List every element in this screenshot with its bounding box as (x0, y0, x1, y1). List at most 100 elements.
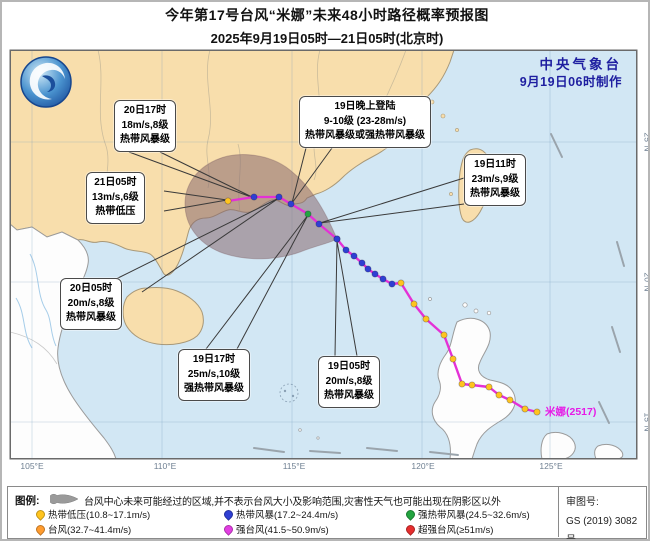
river (15, 297, 33, 349)
callout-time: 20日05时 (69, 283, 113, 294)
track-point (371, 270, 379, 278)
typhoon-track (224, 193, 541, 416)
indochina-land (11, 224, 117, 458)
track-point (350, 252, 358, 260)
callout-category: 热带风暴级 (66, 312, 116, 323)
td-dot-icon (34, 508, 47, 521)
legend-divider (558, 487, 559, 537)
track-point (449, 355, 457, 363)
legend-item-superty: 超强台风(≥51m/s) (404, 523, 493, 537)
callout-category: 热带风暴级 (324, 390, 374, 401)
track-point (342, 246, 350, 254)
track-point (224, 197, 232, 205)
legend-item-sty: 强台风(41.5~50.9m/s) (222, 523, 329, 537)
legend-item-td: 热带低压(10.8~17.1m/s) (34, 508, 150, 522)
track-point (304, 210, 312, 218)
review-label: 审图号: (566, 497, 599, 508)
track-point (333, 235, 341, 243)
callout-time: 21日05时 (94, 177, 137, 188)
callout-time: 19日11时 (474, 159, 516, 170)
callout-wind: 25m/s,10级 (187, 368, 241, 380)
track-point (458, 380, 466, 388)
storm-name-label: 米娜(2517) (545, 406, 597, 418)
track-point (495, 391, 503, 399)
map-border (9, 49, 638, 460)
callout-time: 19日晚上登陆 (334, 101, 396, 112)
legend-item-ty: 台风(32.7~41.4m/s) (34, 523, 131, 537)
hainan-island (122, 286, 204, 346)
title-block: 今年第17号台风“米娜”未来48小时路径概率预报图 2025年9月19日05时—… (2, 5, 648, 47)
map-review-number: 审图号: GS (2019) 3082号 (566, 493, 646, 541)
dash-line-boundary (253, 133, 625, 456)
babuyan-islets (298, 297, 492, 440)
callout-19d11h: 19日11时 23m/s,9级 热带风暴级 (464, 154, 526, 206)
callout-21d05h: 21日05时 13m/s,6级 热带低压 (86, 172, 145, 224)
lon-tick: 125°E (539, 461, 563, 471)
track-point (410, 300, 418, 308)
philippine-islet (594, 443, 624, 458)
track-point (533, 408, 541, 416)
callout-20d05h: 20日05时 20m/s,8级 热带风暴级 (60, 278, 122, 330)
superty-dot-icon (404, 523, 417, 536)
track-point (379, 275, 387, 283)
callout-wind: 23m/s,9级 (471, 173, 519, 185)
paracel-islands (279, 383, 299, 403)
lat-tick: 20°N (642, 272, 650, 292)
legend-item-ts: 热带风暴(17.2~24.4m/s) (222, 508, 338, 522)
callout-20d17h: 20日17时 18m/s,8级 热带风暴级 (114, 100, 176, 152)
track-point (358, 259, 366, 267)
lat-tick: 15°N (642, 412, 650, 432)
track-point (287, 200, 295, 208)
callout-wind: 13m/s,6级 (92, 191, 139, 203)
callout-landfall: 19日晚上登陆 9-10级 (23-28m/s) 热带风暴级或强热带风暴级 (299, 96, 431, 148)
callout-wind: 9-10级 (23-28m/s) (323, 115, 407, 127)
callout-category: 热带低压 (95, 206, 136, 217)
agency-stamp: 中央气象台 9月19日06时制作 (520, 56, 622, 91)
track-point (315, 220, 323, 228)
lon-tick: 120°E (411, 461, 435, 471)
lon-tick: 105°E (20, 461, 44, 471)
track-point (468, 381, 476, 389)
legend-label: 图例: (15, 495, 40, 507)
callout-19d05h: 19日05时 20m/s,8级 热带风暴级 (318, 356, 380, 408)
penghu-islet (449, 192, 453, 196)
legend-item-sts: 强热带风暴(24.5~32.6m/s) (404, 508, 530, 522)
agency-name: 中央气象台 (539, 57, 622, 72)
coastal-islets (429, 99, 459, 132)
agency-issue-time: 9月19日06时制作 (519, 75, 622, 90)
callout-leaders (115, 147, 465, 357)
lon-tick: 110°E (153, 461, 177, 471)
callout-time: 19日05时 (327, 361, 371, 372)
callout-time: 19日17时 (192, 354, 236, 365)
review-number: GS (2019) 3082号 (566, 516, 638, 541)
track-point (440, 331, 448, 339)
sty-dot-icon (222, 523, 235, 536)
track-point (364, 265, 372, 273)
track-point (521, 405, 529, 413)
figure-title: 今年第17号台风“米娜”未来48小时路径概率预报图 (165, 7, 489, 23)
track-point (485, 383, 493, 391)
track-point (275, 193, 283, 201)
callout-category: 强热带风暴级 (184, 383, 244, 394)
cone-icon (50, 493, 79, 505)
track-point (506, 396, 514, 404)
callout-category: 热带风暴级或强热带风暴级 (305, 130, 425, 141)
callout-wind: 20m/s,8级 (67, 297, 115, 309)
track-point (397, 279, 405, 287)
track-point (388, 280, 396, 288)
ts-dot-icon (222, 508, 235, 521)
lat-tick: 25°N (642, 132, 650, 152)
lon-tick: 115°E (282, 461, 306, 471)
callout-wind: 18m/s,8级 (121, 119, 169, 131)
figure-subtitle: 2025年9月19日05时—21日05时(北京时) (210, 31, 444, 46)
cma-logo-icon (20, 56, 72, 108)
luzon-island (431, 317, 516, 458)
callout-category: 热带风暴级 (120, 134, 170, 145)
callout-19d17h: 19日17时 25m/s,10级 强热带风暴级 (178, 349, 250, 401)
legend: 图例: 台风中心未来可能经过的区域,并不表示台风大小及影响范围,灾害性天气也可能… (7, 486, 647, 539)
callout-time: 20日17时 (123, 105, 167, 116)
track-point (422, 315, 430, 323)
cone-description: 台风中心未来可能经过的区域,并不表示台风大小及影响范围,灾害性天气也可能出现在阴… (84, 497, 501, 508)
ty-dot-icon (34, 523, 47, 536)
